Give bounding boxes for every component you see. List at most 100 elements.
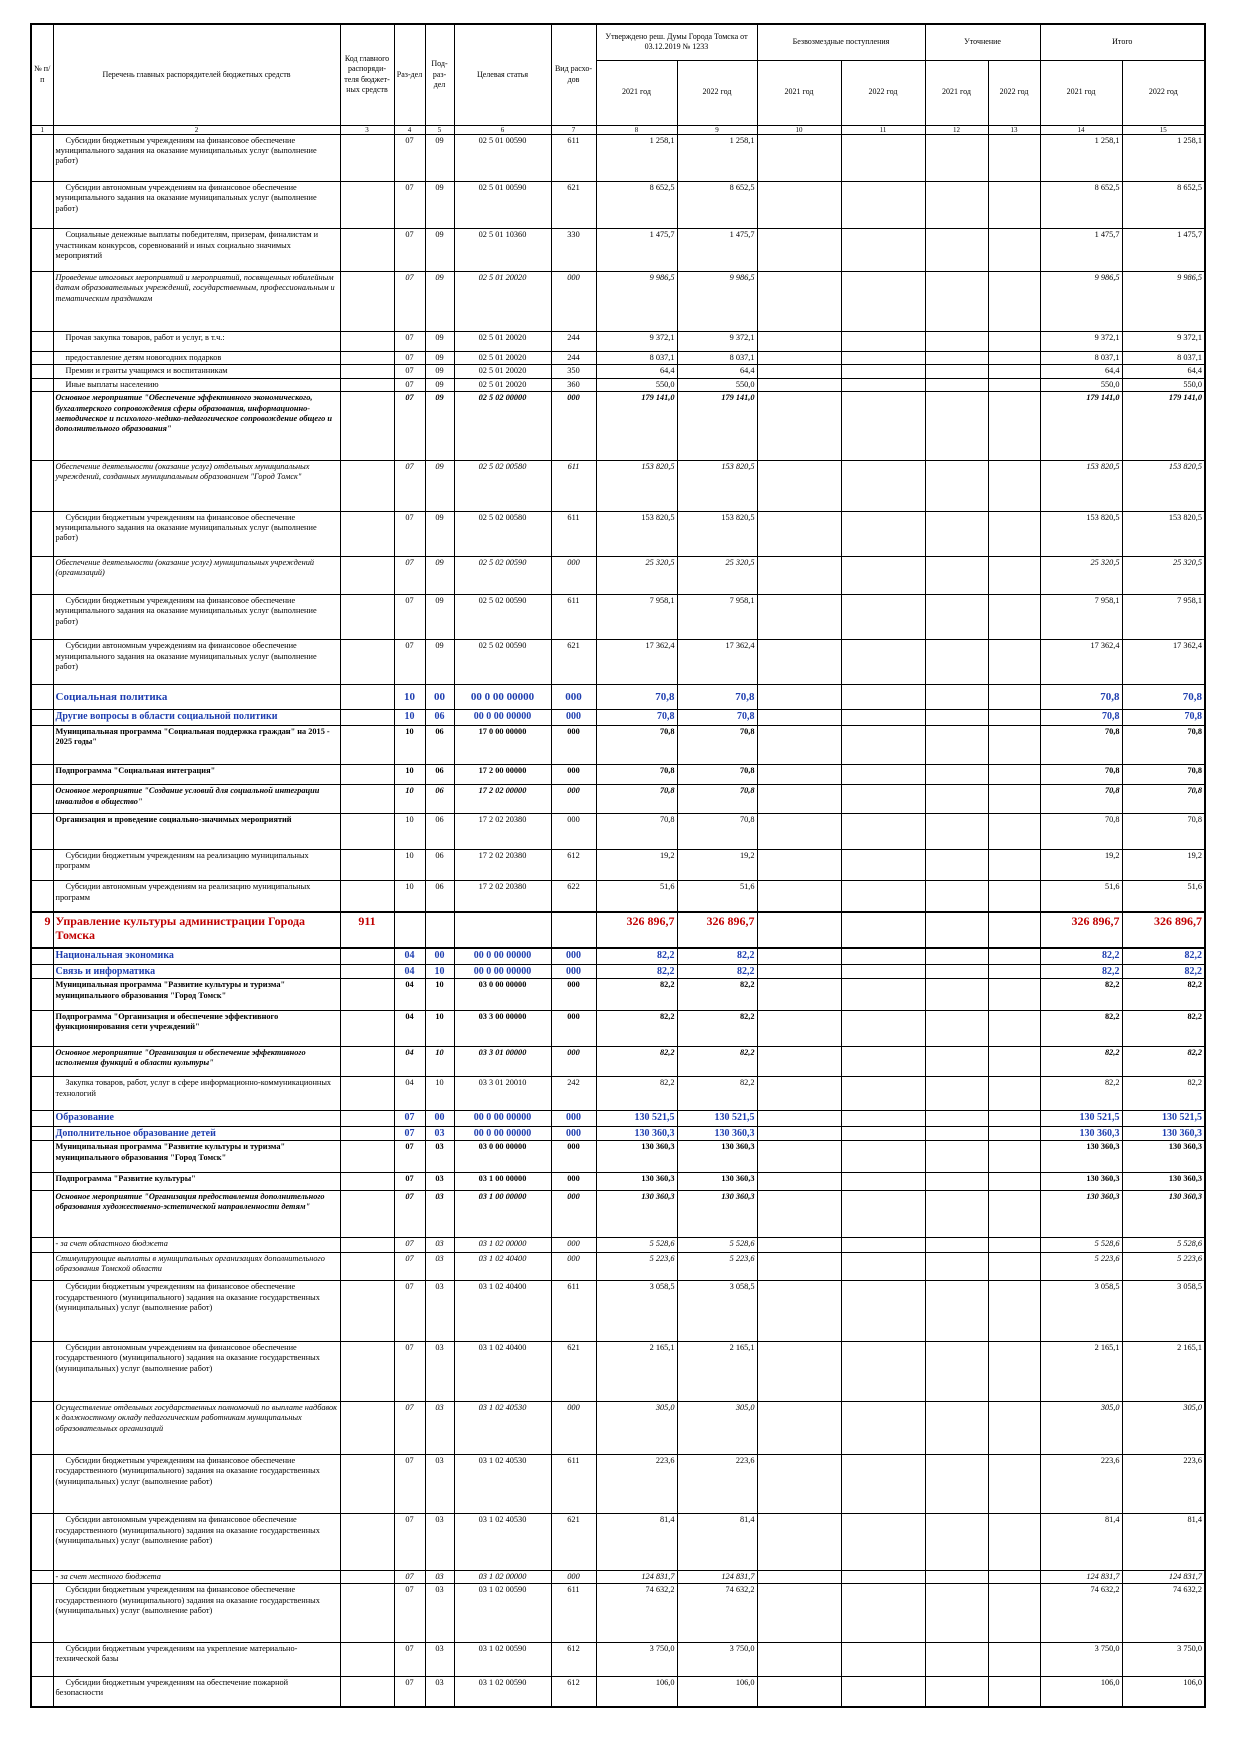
cell-total-2022: 130 360,3: [1121, 1172, 1206, 1192]
cell-empty: [840, 1252, 926, 1282]
cell-empty: [756, 510, 842, 557]
cell-code: [339, 1045, 395, 1078]
cell-total-2022: 153 820,5: [1121, 510, 1206, 557]
cell-empty: [987, 1569, 1041, 1585]
cell-empty: [756, 1076, 842, 1112]
cell-total-2022: 17 362,4: [1121, 639, 1206, 686]
cell-kind: 000: [550, 764, 597, 786]
cell-total-2022: 70,8: [1121, 812, 1206, 850]
cell-name: Осуществление отдельных государственных …: [52, 1400, 341, 1455]
cell-n: [30, 1341, 54, 1402]
cell-empty: [840, 708, 926, 726]
cell-n: [30, 812, 54, 850]
cell-code: [339, 764, 395, 786]
cell-code: [339, 459, 395, 512]
cell-approved-2022: 70,8: [676, 812, 758, 850]
cell-total-2022: 25 320,5: [1121, 555, 1206, 596]
table-row: Основное мероприятие "Обеспечение эффект…: [30, 391, 1206, 461]
cell-target: 17 2 02 00000: [453, 784, 552, 814]
cell-approved-2021: 153 820,5: [595, 510, 678, 557]
cell-empty: [924, 880, 989, 913]
cell-kind: 000: [550, 1172, 597, 1192]
cell-subsection: 09: [424, 133, 455, 182]
cell-empty: [756, 555, 842, 596]
cell-total-2021: 153 820,5: [1039, 510, 1123, 557]
cell-code: [339, 377, 395, 393]
cell-name: Премии и гранты учащимся и воспитанникам: [52, 364, 341, 379]
cell-approved-2022: 130 360,3: [676, 1125, 758, 1142]
cell-code: [339, 1400, 395, 1455]
cell-section: 10: [393, 880, 426, 913]
cell-empty: [924, 639, 989, 686]
cell-empty: [756, 1583, 842, 1643]
cell-total-2022: 130 360,3: [1121, 1140, 1206, 1174]
cell-n: [30, 510, 54, 557]
cell-empty: [924, 708, 989, 726]
cell-code: 911: [339, 911, 395, 950]
cell-empty: [924, 330, 989, 352]
column-number: 4: [393, 124, 426, 135]
cell-code: [339, 1009, 395, 1047]
year-cell: 2021 год: [756, 59, 842, 126]
cell-total-2022: 124 831,7: [1121, 1569, 1206, 1585]
cell-total-2022: 82,2: [1121, 1045, 1206, 1078]
table-row: Субсидии автономным учреждениям на реали…: [30, 880, 1206, 913]
cell-empty: [840, 459, 926, 512]
cell-name: Подпрограмма "Социальная интеграция": [52, 764, 341, 786]
cell-empty: [840, 1140, 926, 1174]
cell-empty: [987, 1400, 1041, 1455]
cell-target: 03 0 00 00000: [453, 978, 552, 1011]
column-number: 13: [987, 124, 1041, 135]
cell-empty: [840, 1172, 926, 1192]
cell-empty: [987, 377, 1041, 393]
cell-name: Стимулирующие выплаты в муниципальных ор…: [52, 1252, 341, 1282]
cell-target: 17 0 00 00000: [453, 724, 552, 766]
cell-total-2022: 82,2: [1121, 978, 1206, 1011]
cell-subsection: 09: [424, 510, 455, 557]
cell-name: Дополнительное образование детей: [52, 1125, 341, 1142]
cell-empty: [987, 1140, 1041, 1174]
cell-code: [339, 724, 395, 766]
cell-total-2021: 51,6: [1039, 880, 1123, 913]
cell-approved-2022: 130 521,5: [676, 1110, 758, 1127]
cell-empty: [987, 555, 1041, 596]
year-cell: 2022 год: [987, 59, 1041, 126]
cell-approved-2022: 179 141,0: [676, 391, 758, 461]
cell-n: [30, 1172, 54, 1192]
cell-target: 00 0 00 00000: [453, 708, 552, 726]
cell-empty: [987, 1280, 1041, 1343]
cell-empty: [987, 270, 1041, 332]
cell-kind: [550, 911, 597, 950]
cell-code: [339, 1513, 395, 1571]
cell-approved-2022: 124 831,7: [676, 1569, 758, 1585]
cell-total-2021: 223,6: [1039, 1453, 1123, 1515]
cell-n: [30, 1453, 54, 1515]
cell-total-2022: 106,0: [1121, 1675, 1206, 1708]
cell-approved-2021: 1 475,7: [595, 228, 678, 272]
cell-n: [30, 764, 54, 786]
cell-empty: [924, 1569, 989, 1585]
cell-approved-2022: 130 360,3: [676, 1172, 758, 1192]
cell-subsection: 10: [424, 1009, 455, 1047]
cell-approved-2021: 19,2: [595, 848, 678, 882]
cell-kind: 000: [550, 1569, 597, 1585]
cell-subsection: 06: [424, 764, 455, 786]
cell-section: 07: [393, 228, 426, 272]
cell-empty: [924, 391, 989, 461]
cell-empty: [840, 364, 926, 379]
cell-subsection: 03: [424, 1341, 455, 1402]
cell-empty: [756, 330, 842, 352]
cell-subsection: 09: [424, 594, 455, 641]
cell-name: Субсидии бюджетным учреждениям на финанс…: [52, 1453, 341, 1515]
table-row: Организация и проведение социально-значи…: [30, 812, 1206, 850]
cell-section: 07: [393, 364, 426, 379]
cell-kind: 612: [550, 1675, 597, 1708]
cell-total-2022: 8 652,5: [1121, 180, 1206, 230]
cell-approved-2021: 70,8: [595, 708, 678, 726]
cell-subsection: 09: [424, 350, 455, 366]
cell-empty: [987, 1252, 1041, 1282]
table-row: - за счет местного бюджета 07 03 03 1 02 00…: [30, 1569, 1206, 1585]
cell-total-2022: 82,2: [1121, 963, 1206, 980]
cell-subsection: 03: [424, 1400, 455, 1455]
cell-total-2021: 5 223,6: [1039, 1252, 1123, 1282]
